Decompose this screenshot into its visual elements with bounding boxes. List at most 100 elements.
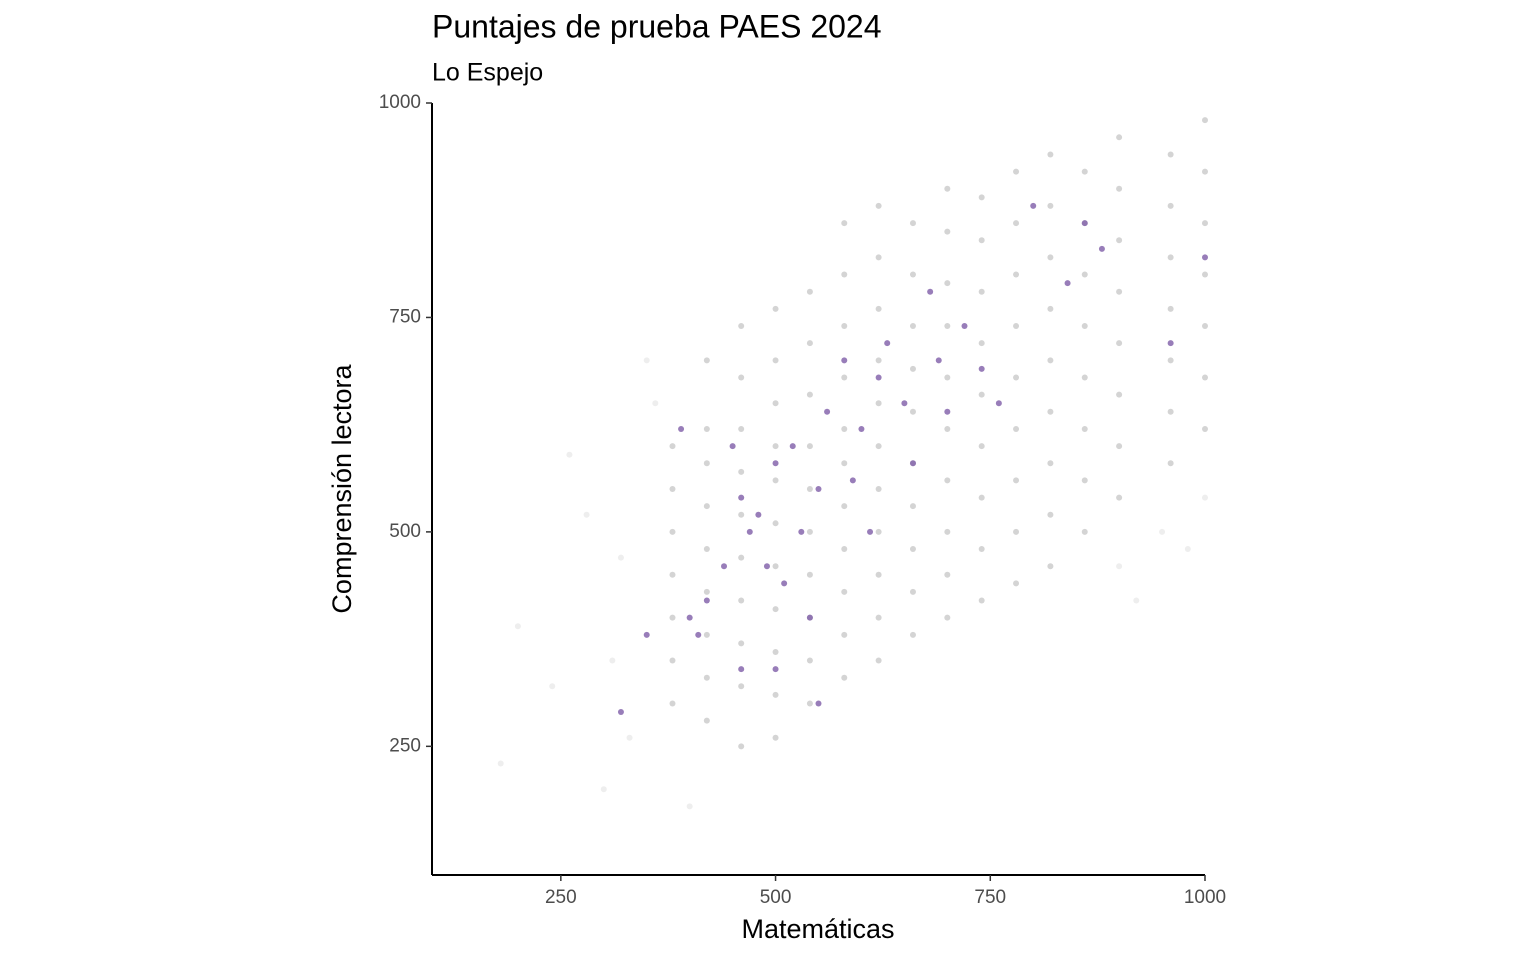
point bbox=[772, 691, 779, 698]
point bbox=[1133, 597, 1140, 604]
point bbox=[909, 365, 916, 372]
point bbox=[1116, 237, 1123, 244]
point bbox=[600, 786, 607, 793]
point bbox=[1116, 288, 1123, 295]
point bbox=[1202, 168, 1208, 175]
point bbox=[806, 391, 813, 398]
point bbox=[721, 563, 728, 570]
point bbox=[669, 700, 676, 707]
y-tick-label: 500 bbox=[389, 521, 421, 542]
point bbox=[978, 546, 985, 553]
point bbox=[901, 400, 908, 407]
point bbox=[909, 323, 916, 330]
point bbox=[841, 546, 848, 553]
point bbox=[781, 580, 788, 587]
point bbox=[617, 554, 624, 561]
point bbox=[1013, 168, 1020, 175]
point bbox=[609, 657, 616, 664]
point bbox=[1167, 254, 1174, 261]
point bbox=[1202, 425, 1208, 432]
point bbox=[944, 528, 951, 535]
point bbox=[738, 640, 745, 647]
point bbox=[703, 631, 710, 638]
point bbox=[1167, 357, 1174, 364]
point bbox=[944, 408, 951, 415]
point bbox=[626, 734, 633, 741]
point bbox=[1167, 202, 1174, 209]
point bbox=[738, 374, 745, 381]
point bbox=[806, 700, 813, 707]
point bbox=[944, 185, 951, 192]
point bbox=[824, 408, 831, 415]
point bbox=[909, 546, 916, 553]
point bbox=[1081, 323, 1088, 330]
point bbox=[806, 657, 813, 664]
point bbox=[909, 631, 916, 638]
point bbox=[798, 528, 805, 535]
point bbox=[978, 365, 985, 372]
point bbox=[841, 674, 848, 681]
point bbox=[772, 357, 779, 364]
y-tick-label: 1000 bbox=[379, 92, 421, 113]
point bbox=[566, 451, 573, 458]
chart-subtitle: Lo Espejo bbox=[432, 59, 543, 87]
point bbox=[772, 648, 779, 655]
point bbox=[1047, 254, 1054, 261]
point bbox=[1202, 374, 1208, 381]
point bbox=[1167, 340, 1174, 347]
point bbox=[772, 460, 779, 467]
point bbox=[746, 528, 753, 535]
point bbox=[841, 220, 848, 227]
point bbox=[703, 460, 710, 467]
point bbox=[643, 631, 650, 638]
point bbox=[1047, 357, 1054, 364]
point bbox=[738, 597, 745, 604]
point bbox=[549, 683, 556, 690]
point bbox=[669, 443, 676, 450]
point bbox=[875, 357, 882, 364]
point bbox=[1184, 546, 1191, 553]
point bbox=[703, 674, 710, 681]
point bbox=[944, 323, 951, 330]
point bbox=[1159, 528, 1166, 535]
point bbox=[772, 734, 779, 741]
point bbox=[669, 614, 676, 621]
point bbox=[1098, 245, 1105, 252]
point bbox=[1167, 460, 1174, 467]
point bbox=[875, 374, 882, 381]
point bbox=[738, 425, 745, 432]
point bbox=[738, 666, 745, 673]
point bbox=[1202, 117, 1208, 124]
point bbox=[978, 288, 985, 295]
point bbox=[1081, 528, 1088, 535]
point bbox=[1167, 151, 1174, 158]
point bbox=[1047, 563, 1054, 570]
point bbox=[909, 220, 916, 227]
point bbox=[703, 597, 710, 604]
point bbox=[1202, 323, 1208, 330]
point bbox=[772, 305, 779, 312]
point bbox=[1081, 271, 1088, 278]
y-tick-label: 750 bbox=[389, 306, 421, 327]
point bbox=[875, 254, 882, 261]
point bbox=[1047, 460, 1054, 467]
point bbox=[1081, 168, 1088, 175]
point bbox=[909, 503, 916, 510]
point bbox=[1013, 425, 1020, 432]
point bbox=[875, 400, 882, 407]
point bbox=[1047, 151, 1054, 158]
point bbox=[909, 588, 916, 595]
point bbox=[1047, 202, 1054, 209]
point bbox=[1064, 280, 1071, 287]
point bbox=[738, 683, 745, 690]
point bbox=[1013, 323, 1020, 330]
point bbox=[1013, 580, 1020, 587]
point bbox=[841, 357, 848, 364]
point bbox=[772, 477, 779, 484]
point bbox=[686, 614, 693, 621]
point bbox=[875, 528, 882, 535]
point bbox=[841, 588, 848, 595]
point bbox=[772, 606, 779, 613]
point bbox=[1013, 477, 1020, 484]
point bbox=[1202, 271, 1208, 278]
